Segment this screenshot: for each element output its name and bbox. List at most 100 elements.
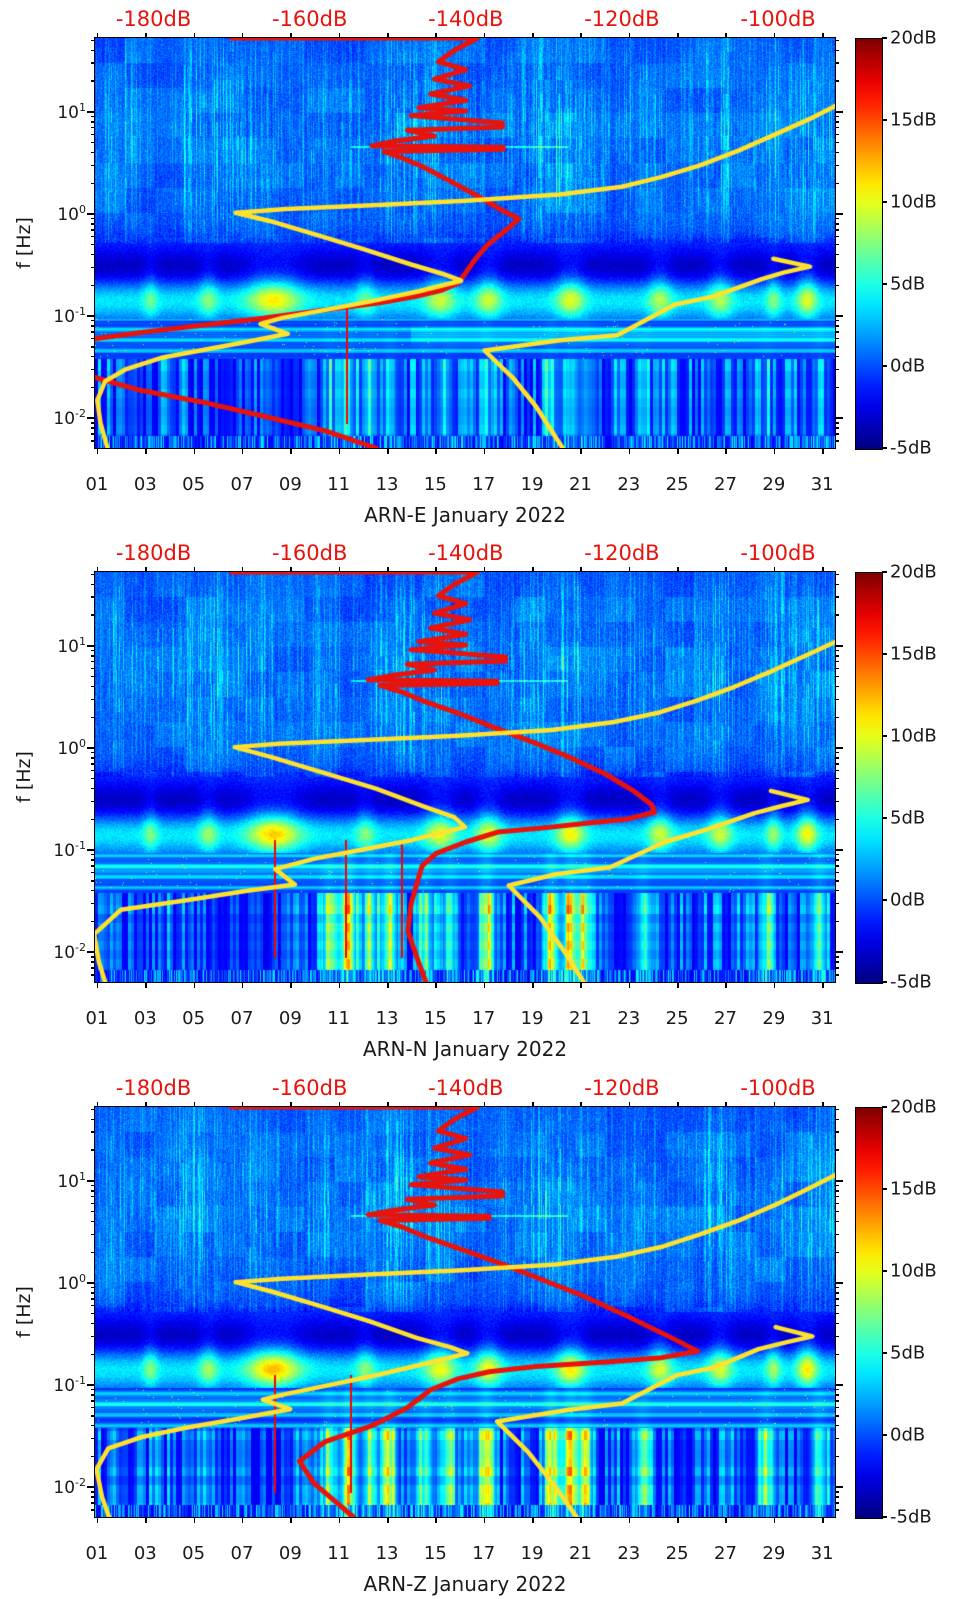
y-axis-tick-right [835,859,839,861]
top-day-tick [580,567,582,572]
x-tick-label: 15 [423,1008,447,1029]
y-axis-tick-right [835,1388,839,1391]
x-tick-label: 17 [472,1543,496,1564]
top-axis-label: -120dB [584,7,660,31]
x-tick-label: 05 [182,474,206,495]
y-axis-tick-right [835,1322,839,1325]
x-tick-label: 07 [230,1008,254,1029]
x-axis-tick [96,1517,99,1523]
x-tick-label: 17 [472,1008,496,1029]
x-axis-tick [822,448,824,454]
top-day-tick [435,567,437,572]
colorbar-tick-label: 5dB [890,807,926,829]
x-axis-tick [96,982,99,988]
y-axis-tick-right [835,1190,839,1192]
y-axis-tick-right [835,115,839,118]
y-axis-tick-right [835,1394,839,1396]
x-axis-tick [532,1517,534,1523]
x-tick-label: 13 [375,1543,399,1564]
y-axis-tick-right [835,223,839,225]
y-axis-tick [91,1491,95,1493]
y-axis-tick-right [835,284,839,287]
spectrogram-heatmap-arn-z [94,1106,835,1517]
y-axis-tick-right [835,920,839,923]
y-axis-tick [91,596,95,598]
panel-arn-e: ARN-E January 2022 f [Hz] -180dB -160dB -1… [0,0,962,534]
top-day-tick [773,567,776,572]
y-axis-tick [91,1335,95,1338]
x-tick-label: 11 [327,474,351,495]
x-axis-tick [145,448,147,454]
top-day-tick [241,1102,244,1107]
colorbar-tick-label: 10dB [890,1260,937,1282]
y-axis-tick-right [835,49,839,52]
x-axis-tick [773,1517,776,1523]
top-axis-label: -180dB [115,1076,192,1100]
x-axis-tick [435,1517,437,1523]
top-axis-label: -100dB [740,541,816,565]
x-axis-tick [193,1517,196,1523]
x-tick-label: 19 [520,474,544,495]
top-day-tick [145,1102,147,1107]
x-tick-label: 23 [617,474,641,495]
y-axis-tick-right [835,974,839,976]
x-axis-tick [387,982,389,988]
top-day-tick [290,33,292,38]
y-axis-tick-right [835,849,843,851]
y-axis-tick-right [835,433,839,435]
top-day-tick [338,33,341,38]
y-axis-tick-right [835,1108,839,1111]
top-axis-label: -160dB [271,541,348,565]
x-axis-tick [338,982,341,988]
y-axis-tick-right [835,787,839,790]
x-axis-tick [725,448,727,454]
y-axis-tick-right [835,902,839,905]
y-tick-label: 100 [57,203,86,225]
y-axis-tick-right [835,141,839,144]
x-tick-label: 13 [375,474,399,495]
x-axis-tick [725,982,727,988]
y-axis-tick [91,427,95,429]
colorbar [855,1107,883,1519]
y-axis-tick-right [835,818,839,821]
y-axis-tick-right [835,889,839,892]
colorbar-tick [882,365,887,367]
y-axis-tick-right [835,213,843,215]
x-axis-tick [773,982,776,988]
y-axis-tick [91,49,95,52]
colorbar-tick [882,1106,887,1108]
y-axis-tick-right [835,164,839,167]
top-axis-label: -100dB [740,7,816,31]
y-axis-tick-right [835,266,839,269]
y-tick-label: 101 [57,101,86,123]
x-tick-label: 21 [568,474,592,495]
y-axis-tick [91,1149,95,1151]
y-axis-tick-right [835,337,839,340]
x-tick-label: 01 [85,1543,109,1564]
y-axis-tick [91,151,95,154]
y-axis-tick [91,763,95,765]
y-axis-tick-right [835,777,839,780]
y-axis-tick [91,1455,95,1458]
y-axis-tick [91,880,95,882]
y-axis-tick-right [835,1118,839,1121]
x-axis-tick [290,982,292,988]
panel-title: ARN-E January 2022 [364,503,566,527]
x-tick-label: 25 [665,1543,689,1564]
top-axis-label: -160dB [271,7,348,31]
y-axis-tick [91,769,95,772]
top-day-tick [96,33,99,38]
y-axis-tick-right [835,951,843,953]
top-day-tick [677,567,679,572]
top-day-tick [96,567,99,572]
y-axis-tick [91,325,95,327]
y-axis-tick-right [835,427,839,429]
colorbar-tick [882,201,887,203]
y-axis-tick [91,859,95,861]
y-axis-tick [91,235,95,238]
x-tick-label: 03 [133,474,157,495]
y-axis-tick [91,667,95,670]
y-axis-tick-right [835,1415,839,1417]
y-axis-tick-right [835,1195,839,1198]
top-day-tick [193,567,196,572]
